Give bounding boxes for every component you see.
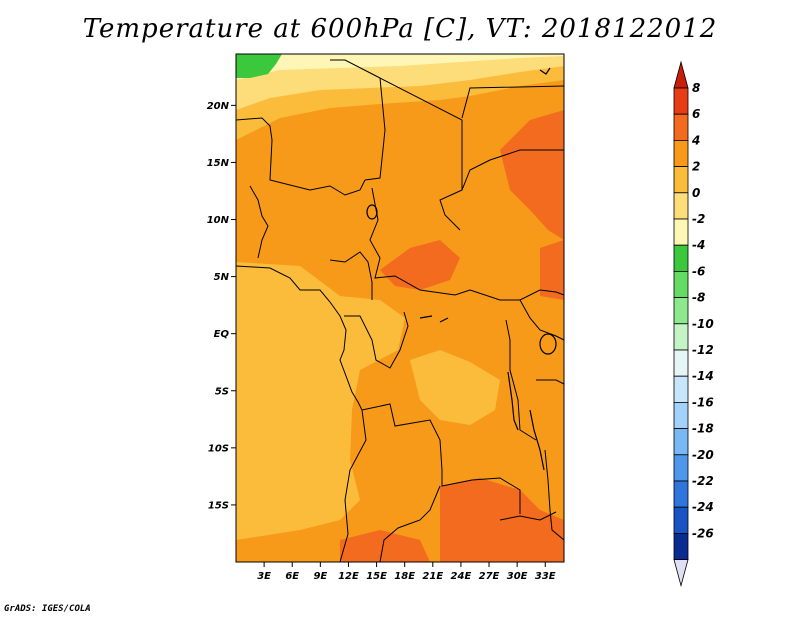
colorbar-box [673, 323, 689, 351]
lat-tick-label: 10S [208, 443, 229, 454]
colorbar-label: 4 [691, 133, 700, 147]
colorbar-label: -4 [692, 238, 705, 252]
lat-tick-label: 5N [214, 272, 230, 283]
colorbar-box [673, 506, 689, 534]
colorbar-box [673, 454, 689, 482]
colorbar-label: 2 [692, 160, 700, 174]
water-bodies [366, 67, 557, 471]
lon-tick-label: 15E [366, 571, 387, 582]
latitude-axis: 20N 15N 10N 5N EQ 5S 10S 15S [207, 101, 236, 511]
lon-tick-label: 21E [422, 571, 443, 582]
colorbar-label: -8 [692, 291, 705, 305]
field-warm-east-mid [540, 240, 564, 300]
colorbar-label: 6 [692, 107, 700, 121]
colorbar-label: -10 [692, 317, 714, 331]
grads-credit: GrADS: IGES/COLA [4, 604, 91, 614]
lat-tick-label: 15N [207, 158, 230, 169]
colorbar-box [673, 533, 689, 561]
lon-tick-label: 24E [451, 571, 472, 582]
map-frame [235, 53, 565, 563]
lon-tick-label: 27E [479, 571, 500, 582]
colorbar-box [673, 87, 689, 115]
colorbar-label: -6 [692, 264, 705, 278]
colorbar-box [673, 244, 689, 272]
colorbar-label: -12 [692, 343, 714, 357]
longitude-axis: 3E 6E 9E 12E 15E 18E 21E 24E 27E 30E 33E [257, 562, 556, 582]
colorbar-box [673, 375, 689, 403]
colorbar-box [673, 113, 689, 141]
colorbar-box [673, 480, 689, 508]
lon-tick-label: 3E [257, 571, 271, 582]
lat-tick-label: 15S [208, 500, 229, 511]
lon-tick-label: 6E [285, 571, 299, 582]
colorbar-box [673, 139, 689, 167]
colorbar-box [673, 270, 689, 298]
colorbar-label: -2 [692, 212, 705, 226]
field-light-orange-west [236, 262, 405, 540]
field-green-patch [236, 54, 282, 78]
lon-tick-label: 12E [338, 571, 359, 582]
colorbar-label: 0 [692, 186, 700, 200]
field-very-pale-north [236, 54, 564, 80]
field-warm-central [380, 240, 460, 290]
lon-tick-label: 33E [535, 571, 556, 582]
colorbar: 8 6 4 2 0 -2 -4 -6 -8 -10 -12 -14 -16 -18 -20 -22 -24 -26 [673, 60, 714, 588]
temperature-field [236, 54, 564, 562]
colorbar-label: -18 [692, 422, 714, 436]
field-light-orange-basin [410, 350, 500, 425]
colorbar-box [673, 349, 689, 377]
field-warm-southwest [340, 530, 430, 562]
field-warm-east [500, 110, 564, 240]
colorbar-box [673, 297, 689, 325]
lon-tick-label: 9E [313, 571, 327, 582]
colorbar-bottom-arrow [673, 559, 689, 588]
lat-tick-label: 20N [207, 101, 230, 112]
chart-title: Temperature at 600hPa [C], VT: 201812201… [82, 14, 718, 44]
lat-tick-label: 10N [207, 215, 230, 226]
country-borders [235, 59, 565, 563]
lon-tick-label: 18E [394, 571, 415, 582]
colorbar-label: -24 [692, 500, 714, 514]
colorbar-box [673, 428, 689, 456]
colorbar-label: 8 [692, 81, 700, 95]
colorbar-label: -20 [692, 448, 714, 462]
colorbar-label: -14 [692, 369, 714, 383]
colorbar-label: -22 [692, 474, 714, 488]
colorbar-box [673, 401, 689, 429]
lat-tick-label: EQ [214, 329, 230, 340]
colorbar-top-arrow [673, 60, 689, 89]
lat-tick-label: 5S [215, 386, 229, 397]
colorbar-box [673, 218, 689, 246]
colorbar-box [673, 192, 689, 220]
colorbar-box [673, 166, 689, 194]
colorbar-label: -26 [692, 526, 714, 540]
colorbar-label: -16 [692, 395, 714, 409]
lon-tick-label: 30E [507, 571, 528, 582]
